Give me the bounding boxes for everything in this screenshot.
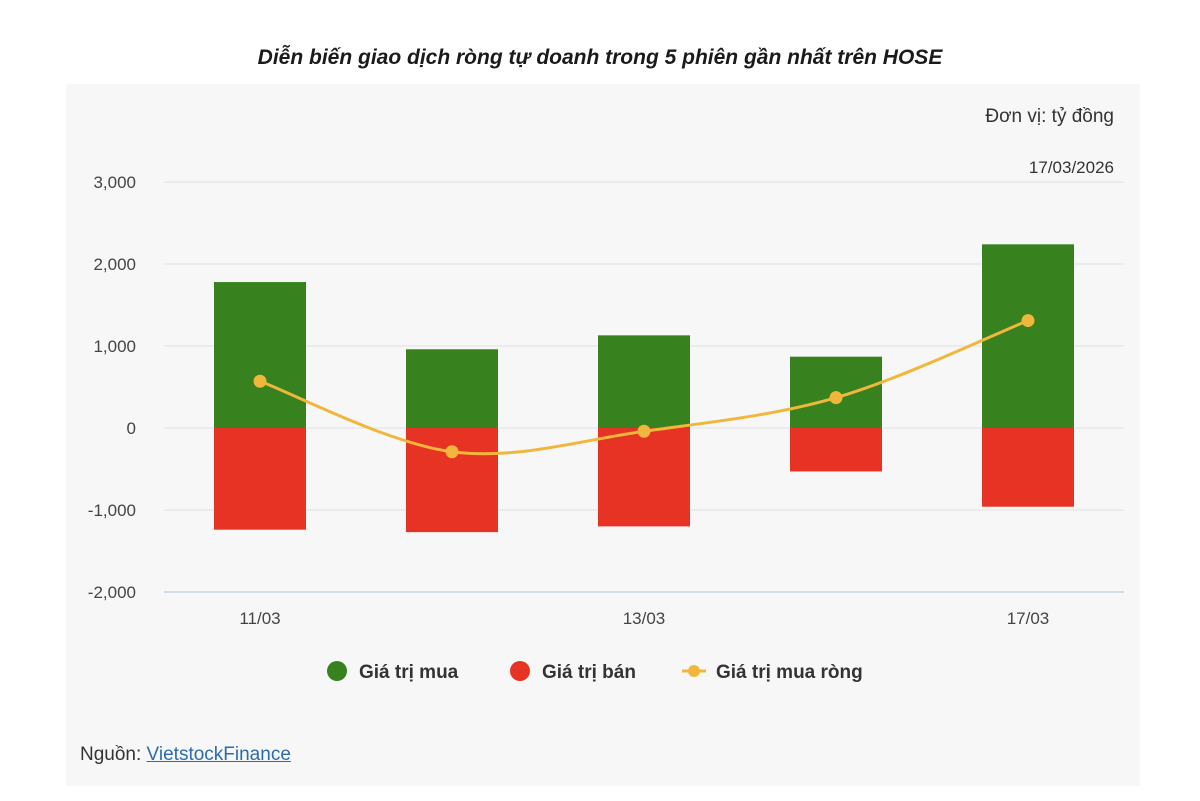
source-label: Nguồn: bbox=[80, 744, 147, 765]
bar[interactable] bbox=[598, 428, 690, 527]
y-tick-label: -2,000 bbox=[88, 583, 136, 602]
legend-swatch bbox=[510, 661, 530, 681]
source: Nguồn: VietstockFinance bbox=[80, 744, 291, 766]
legend-label: Giá trị bán bbox=[542, 662, 636, 683]
chart: Đơn vị: tỷ đồng 17/03/2026 3,000 2,000 1,0… bbox=[88, 106, 1124, 683]
net-point[interactable] bbox=[637, 424, 651, 438]
legend-label: Giá trị mua bbox=[359, 662, 459, 683]
bar[interactable] bbox=[982, 428, 1074, 507]
y-tick-label: 3,000 bbox=[93, 173, 136, 192]
legend-item[interactable]: Giá trị mua ròng bbox=[682, 662, 863, 683]
bar[interactable] bbox=[598, 335, 690, 428]
x-tick-label: 13/03 bbox=[623, 609, 666, 628]
legend-item[interactable]: Giá trị bán bbox=[510, 661, 636, 683]
unit-label: Đơn vị: tỷ đồng bbox=[985, 106, 1114, 127]
legend: Giá trị mua Giá trị bán Giá trị mua ròng bbox=[327, 661, 863, 683]
y-tick-label: 1,000 bbox=[93, 337, 136, 356]
legend-item[interactable]: Giá trị mua bbox=[327, 661, 459, 683]
legend-line-dot bbox=[688, 665, 700, 677]
source-link[interactable]: VietstockFinance bbox=[146, 744, 291, 765]
bar[interactable] bbox=[790, 428, 882, 472]
net-point[interactable] bbox=[829, 391, 843, 405]
legend-swatch bbox=[327, 661, 347, 681]
y-tick-label: -1,000 bbox=[88, 501, 136, 520]
legend-label: Giá trị mua ròng bbox=[716, 662, 863, 683]
x-tick-label: 11/03 bbox=[239, 609, 280, 628]
net-point[interactable] bbox=[253, 374, 267, 388]
y-axis: 3,000 2,000 1,000 0 -1,000 -2,000 bbox=[88, 173, 136, 602]
bar[interactable] bbox=[406, 349, 498, 428]
bar[interactable] bbox=[214, 428, 306, 530]
bar[interactable] bbox=[982, 244, 1074, 428]
chart-title: Diễn biến giao dịch ròng tự doanh trong … bbox=[257, 46, 943, 69]
net-point[interactable] bbox=[445, 445, 459, 459]
bars bbox=[214, 244, 1074, 533]
bar[interactable] bbox=[214, 282, 306, 428]
chart-panel: Đơn vị: tỷ đồng 17/03/2026 3,000 2,000 1,0… bbox=[66, 84, 1140, 786]
x-axis: 11/03 13/03 17/03 bbox=[239, 609, 1049, 628]
x-tick-label: 17/03 bbox=[1007, 609, 1050, 628]
net-point[interactable] bbox=[1021, 314, 1035, 328]
date-label: 17/03/2026 bbox=[1029, 158, 1114, 177]
net-line bbox=[253, 314, 1035, 459]
y-tick-label: 2,000 bbox=[93, 255, 136, 274]
y-tick-label: 0 bbox=[127, 419, 136, 438]
